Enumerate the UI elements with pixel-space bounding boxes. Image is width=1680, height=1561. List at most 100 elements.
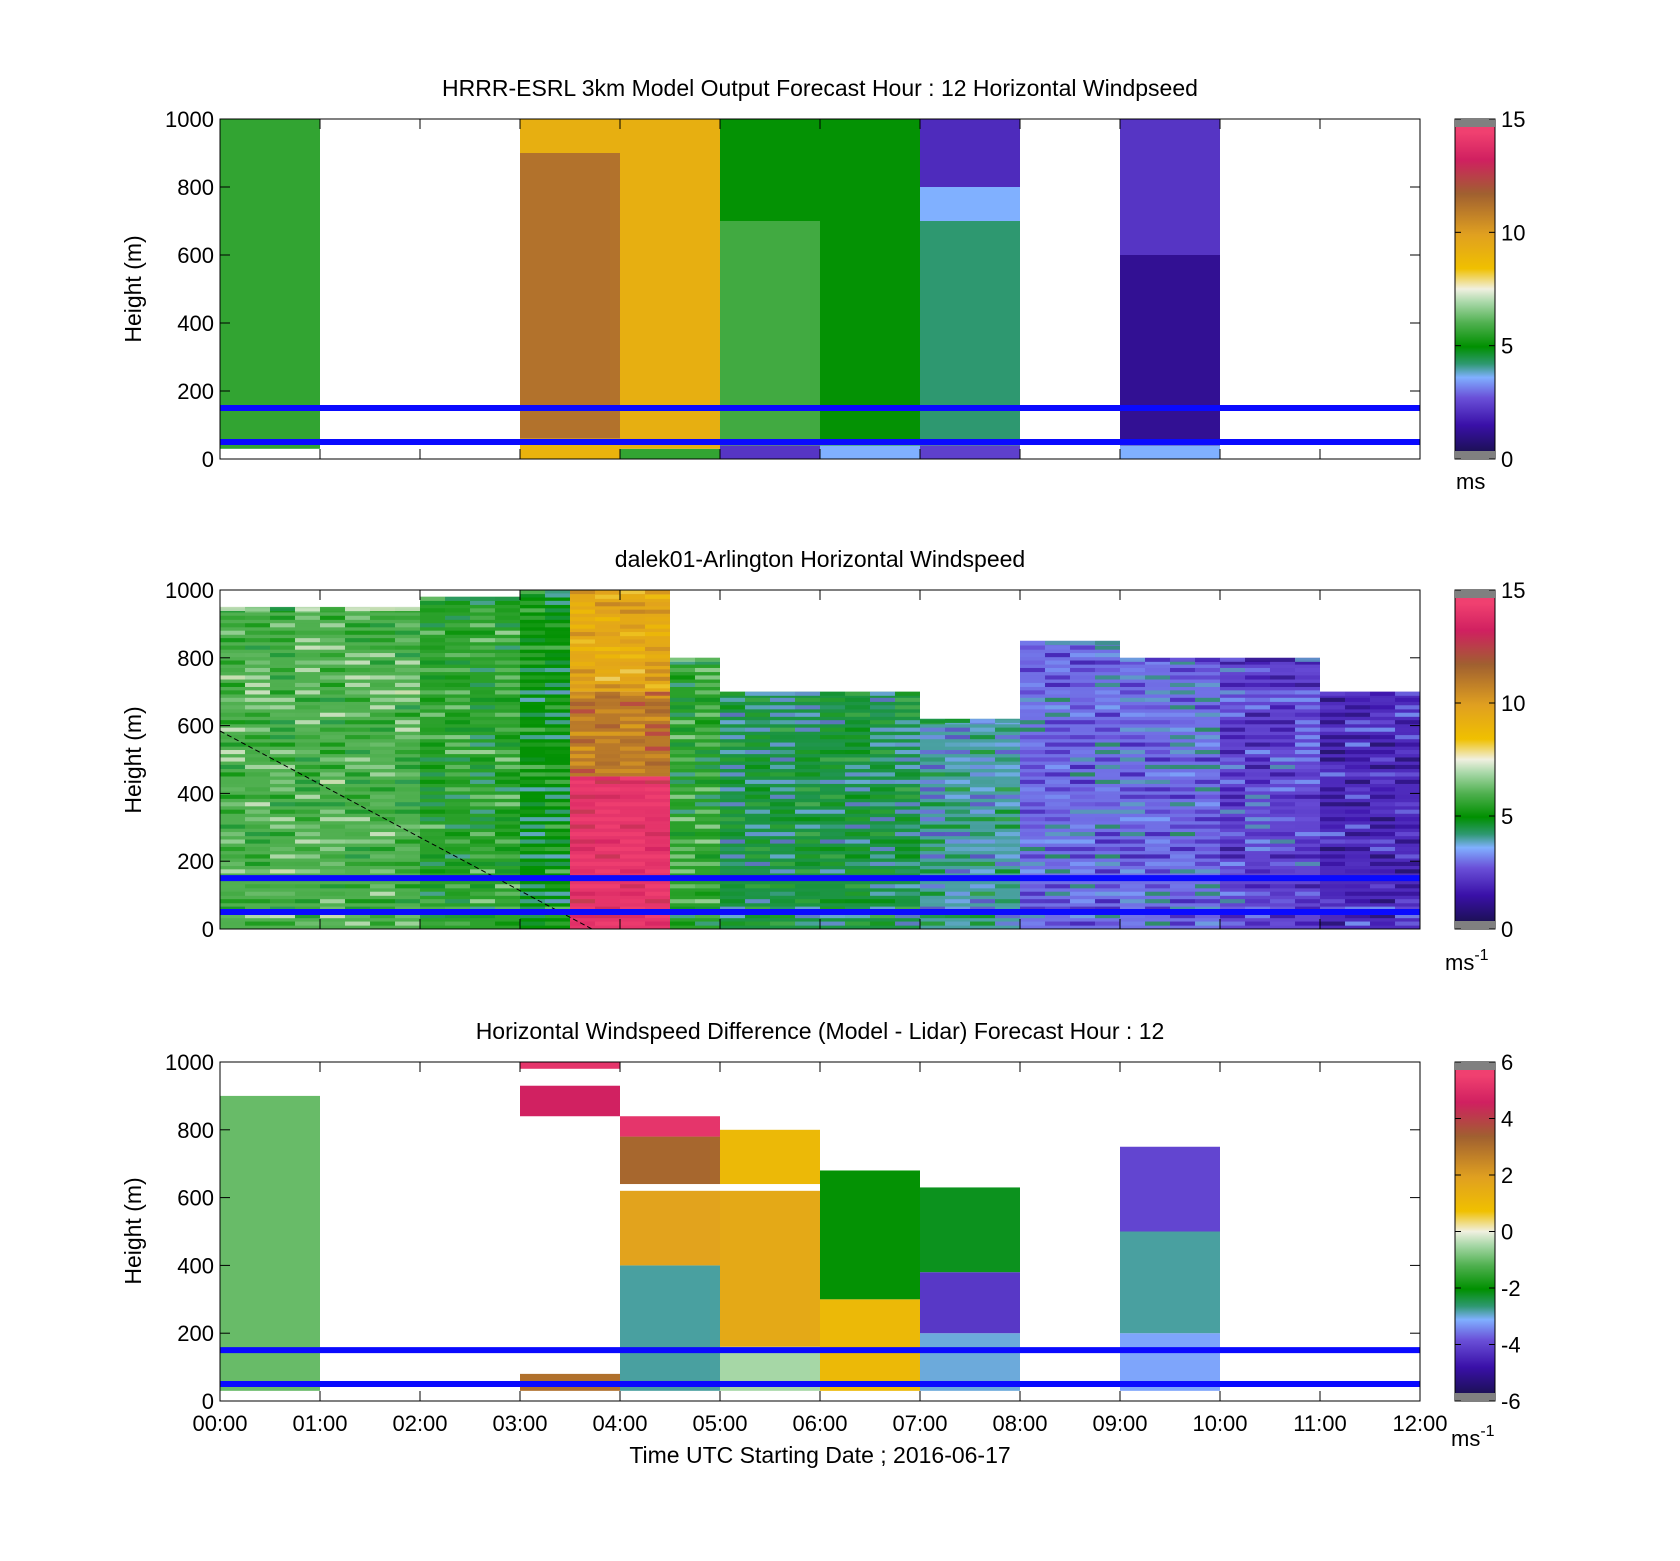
texture-stripe (245, 727, 270, 732)
texture-stripe (720, 750, 745, 755)
texture-stripe (1170, 660, 1195, 665)
texture-stripe (370, 824, 395, 829)
texture-stripe (595, 906, 620, 911)
texture-stripe (870, 921, 895, 926)
texture-stripe (995, 809, 1020, 814)
texture-stripe (495, 772, 520, 777)
texture-stripe (245, 638, 270, 643)
texture-stripe (820, 839, 845, 844)
texture-stripe (1295, 667, 1320, 673)
texture-stripe (1120, 884, 1145, 889)
y-tick-label: 0 (202, 447, 214, 472)
texture-stripe (345, 675, 370, 680)
texture-stripe (1370, 891, 1395, 896)
texture-stripe (1370, 720, 1395, 725)
panel-difference-unit-sup: -1 (1480, 1423, 1494, 1440)
texture-stripe (695, 921, 720, 926)
texture-stripe (495, 884, 520, 889)
texture-stripe (1320, 712, 1345, 717)
texture-stripe (645, 832, 670, 837)
texture-stripe (295, 638, 320, 643)
colorbar-tick-label: 10 (1501, 220, 1525, 245)
texture-stripe (520, 615, 545, 620)
texture-stripe (645, 691, 670, 696)
texture-stripe (370, 720, 395, 725)
texture-stripe (720, 817, 745, 822)
texture-stripe (270, 653, 295, 658)
texture-stripe (720, 794, 745, 799)
texture-stripe (570, 691, 595, 696)
heatmap-cell (920, 1187, 1020, 1273)
texture-stripe (295, 660, 320, 665)
texture-stripe (545, 615, 570, 620)
texture-stripe (920, 891, 945, 896)
texture-stripe (1095, 787, 1120, 792)
texture-stripe (245, 802, 270, 807)
texture-stripe (670, 764, 695, 770)
texture-stripe (1170, 802, 1195, 807)
texture-stripe (245, 884, 270, 889)
texture-stripe (1095, 735, 1120, 740)
texture-stripe (1320, 846, 1345, 852)
panel-model-colorbar-under (1455, 451, 1495, 459)
texture-stripe (1345, 691, 1370, 696)
texture-stripe (1070, 779, 1095, 784)
texture-stripe (245, 921, 270, 926)
texture-stripe (220, 630, 245, 635)
texture-stripe (395, 660, 420, 665)
texture-stripe (220, 697, 245, 702)
texture-stripe (245, 906, 270, 911)
texture-stripe (645, 624, 670, 629)
texture-stripe (320, 899, 345, 904)
texture-stripe (845, 691, 870, 696)
texture-stripe (1195, 764, 1220, 770)
texture-stripe (645, 839, 670, 844)
texture-stripe (1345, 884, 1370, 889)
panel-lidar-title: dalek01-Arlington Horizontal Windspeed (615, 546, 1025, 572)
texture-stripe (1345, 735, 1370, 740)
texture-stripe (1345, 764, 1370, 770)
texture-stripe (1095, 645, 1120, 650)
texture-stripe (1170, 690, 1195, 695)
texture-stripe (695, 794, 720, 799)
texture-stripe (870, 764, 895, 770)
texture-stripe (1345, 899, 1370, 904)
texture-stripe (720, 720, 745, 725)
texture-stripe (295, 742, 320, 747)
texture-stripe (595, 609, 620, 614)
texture-stripe (570, 854, 595, 859)
texture-stripe (595, 731, 620, 736)
texture-stripe (645, 602, 670, 607)
texture-stripe (320, 832, 345, 837)
texture-stripe (620, 914, 645, 919)
texture-stripe (645, 891, 670, 896)
texture-stripe (1070, 884, 1095, 889)
texture-stripe (1370, 899, 1395, 904)
heatmap-cell (720, 1190, 820, 1347)
texture-stripe (1195, 824, 1220, 829)
texture-stripe (745, 906, 770, 911)
texture-stripe (870, 742, 895, 747)
texture-stripe (1295, 764, 1320, 770)
texture-stripe (1070, 705, 1095, 710)
texture-stripe (1045, 705, 1070, 710)
texture-stripe (295, 645, 320, 650)
texture-stripe (995, 727, 1020, 732)
texture-stripe (295, 794, 320, 799)
texture-stripe (420, 921, 445, 926)
texture-stripe (920, 899, 945, 904)
texture-stripe (320, 891, 345, 896)
texture-stripe (1070, 645, 1095, 650)
texture-stripe (1320, 779, 1345, 784)
texture-stripe (895, 779, 920, 784)
texture-stripe (495, 861, 520, 866)
texture-stripe (845, 712, 870, 717)
texture-stripe (795, 787, 820, 792)
texture-stripe (495, 720, 520, 725)
texture-stripe (420, 596, 445, 601)
texture-stripe (320, 682, 345, 687)
texture-stripe (495, 914, 520, 919)
texture-stripe (495, 638, 520, 643)
texture-stripe (420, 727, 445, 732)
texture-stripe (1045, 794, 1070, 799)
